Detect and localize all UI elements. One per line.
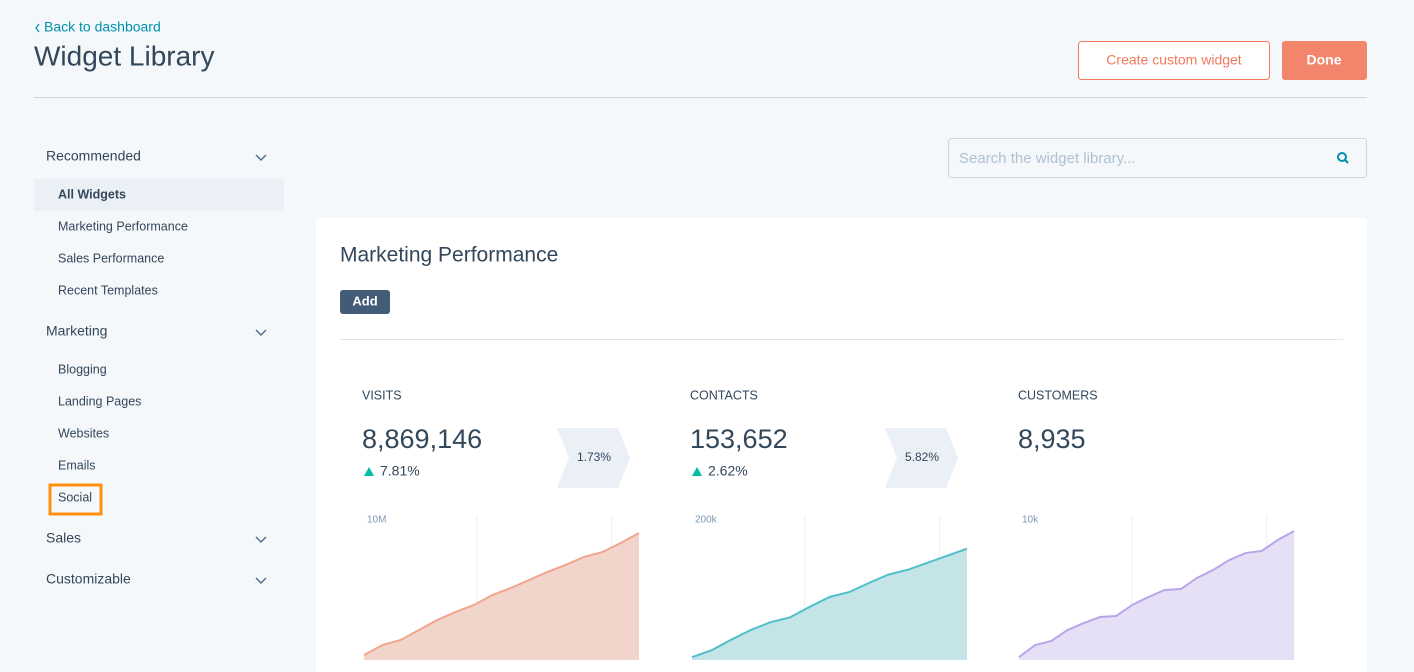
search-icon[interactable] (1337, 152, 1347, 162)
chevron[interactable] (255, 577, 267, 585)
add-button[interactable] (340, 290, 390, 314)
conversion-rate: 5.82% (905, 450, 939, 464)
metric-value: 8,869,146 (362, 424, 482, 454)
sidebar-item[interactable]: Sales Performance (58, 251, 164, 265)
metric-value: 153,652 (690, 424, 788, 454)
sidebar-item[interactable]: Emails (58, 458, 96, 472)
card-title: Marketing Performance (340, 244, 558, 267)
sidebar-item[interactable]: Websites (58, 426, 109, 440)
active-item-bg (34, 179, 284, 211)
create-button-label[interactable]: Create custom widget (1106, 52, 1242, 68)
metric-label: CONTACTS (690, 388, 758, 402)
conversion-rate: 1.73% (577, 450, 611, 464)
sidebar-item[interactable]: All Widgets (58, 187, 126, 201)
conversion-chevron (885, 428, 958, 488)
search-placeholder[interactable]: Search the widget library... (959, 150, 1135, 167)
done-button[interactable] (1282, 41, 1367, 80)
sidebar-item[interactable]: Social (58, 490, 92, 504)
metric-label: CUSTOMERS (1018, 388, 1098, 402)
chart-area (364, 533, 639, 660)
search-icon-handle (1344, 159, 1349, 164)
page-title: Widget Library (34, 40, 215, 71)
done-button-label[interactable]: Done (1307, 52, 1342, 68)
chevron[interactable] (255, 536, 267, 544)
chart-area (692, 548, 967, 660)
section-header[interactable]: Customizable (46, 571, 131, 587)
chevron[interactable] (255, 154, 267, 162)
search-box[interactable] (948, 138, 1367, 178)
back-icon (35, 23, 40, 33)
up-arrow (692, 467, 702, 476)
sidebar-item[interactable]: Landing Pages (58, 394, 141, 408)
section-header[interactable]: Recommended (46, 148, 141, 164)
chart-max-label: 10M (367, 515, 386, 526)
chevron[interactable] (255, 329, 267, 337)
section-header[interactable]: Marketing (46, 323, 107, 339)
create-button[interactable] (1078, 41, 1270, 80)
up-arrow (364, 467, 374, 476)
sidebar-item[interactable]: Marketing Performance (58, 219, 188, 233)
chart-max-label: 10k (1022, 515, 1039, 526)
sidebar-item[interactable]: Recent Templates (58, 283, 158, 297)
sidebar-item[interactable]: Blogging (58, 362, 107, 376)
back-link[interactable]: Back to dashboard (44, 19, 161, 35)
conversion-chevron (557, 428, 630, 488)
metric-change: 2.62% (708, 463, 748, 479)
add-button-label[interactable]: Add (352, 293, 377, 308)
metric-change: 7.81% (380, 463, 420, 479)
chart-max-label: 200k (695, 515, 718, 526)
section-header[interactable]: Sales (46, 530, 81, 546)
highlight-box (48, 483, 103, 516)
chart-line (363, 532, 640, 656)
metric-label: VISITS (362, 388, 402, 402)
chart-line (1018, 530, 1295, 658)
metric-value: 8,935 (1018, 424, 1086, 454)
chart-line (691, 547, 968, 659)
